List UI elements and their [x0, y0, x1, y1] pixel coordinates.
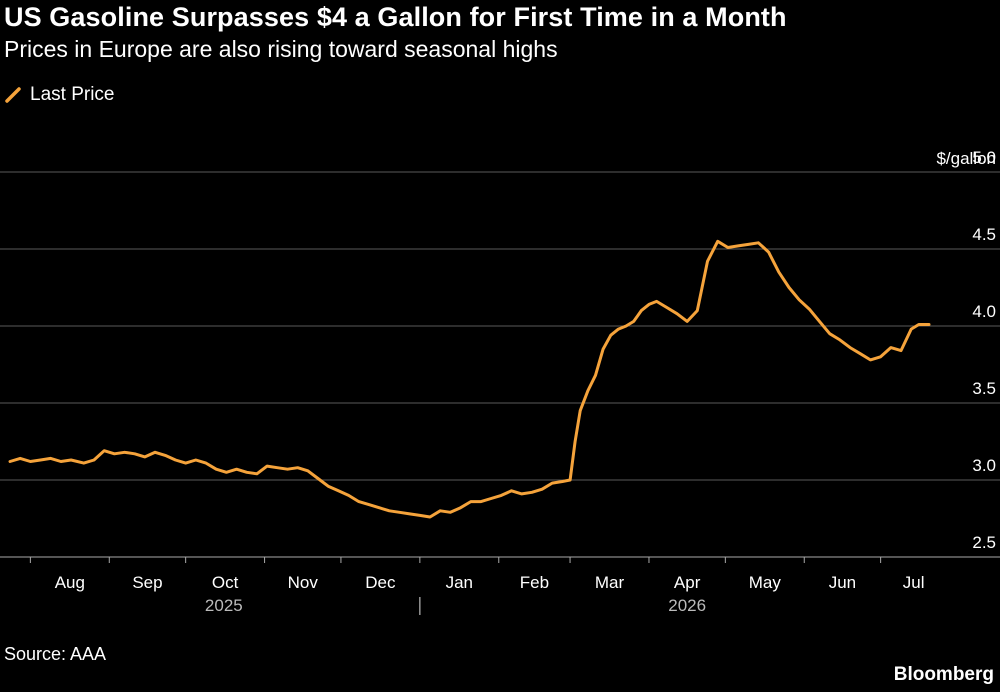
y-tick-label: 3.5 [972, 379, 996, 398]
x-year-label: 2026 [668, 596, 706, 615]
x-tick-label: Jun [829, 573, 856, 592]
y-tick-label: 3.0 [972, 456, 996, 475]
chart-title: US Gasoline Surpasses $4 a Gallon for Fi… [4, 2, 787, 32]
x-tick-label: Mar [595, 573, 625, 592]
x-year-label: 2025 [205, 596, 243, 615]
x-tick-label: Apr [674, 573, 701, 592]
legend-label: Last Price [30, 84, 115, 105]
y-axis-unit-label: $/gallon [936, 149, 996, 168]
x-tick-label: Dec [365, 573, 396, 592]
series-layer [8, 239, 931, 519]
x-tick-label: Nov [288, 573, 319, 592]
grid-lines [0, 171, 1000, 558]
series-line-last-price [8, 239, 931, 519]
y-tick-label: 5.0 [972, 148, 996, 167]
x-tick-label: Feb [520, 573, 549, 592]
x-tick-label: Aug [55, 573, 85, 592]
legend: Last Price [4, 82, 114, 108]
x-tick-label: Sep [132, 573, 162, 592]
chart-subtitle: Prices in Europe are also rising toward … [4, 36, 558, 62]
x-tick-label: Oct [212, 573, 239, 592]
source-note: Source: AAA [4, 644, 107, 664]
legend-swatch-icon [5, 87, 21, 103]
y-axis: $/gallon 5.0 4.5 4.0 3.5 3.0 2.5 [936, 148, 996, 552]
x-axis: Aug Sep Oct Nov Dec Jan Feb Mar Apr May Jun Jul 2025… [29, 557, 925, 615]
x-tick-label: Jan [446, 573, 473, 592]
y-tick-label: 4.0 [972, 302, 996, 321]
y-tick-label: 4.5 [972, 225, 996, 244]
x-tick-label: Jul [903, 573, 925, 592]
y-tick-label: 2.5 [972, 533, 996, 552]
x-tick-label: May [749, 573, 782, 592]
bloomberg-logo: Bloomberg [893, 664, 994, 685]
